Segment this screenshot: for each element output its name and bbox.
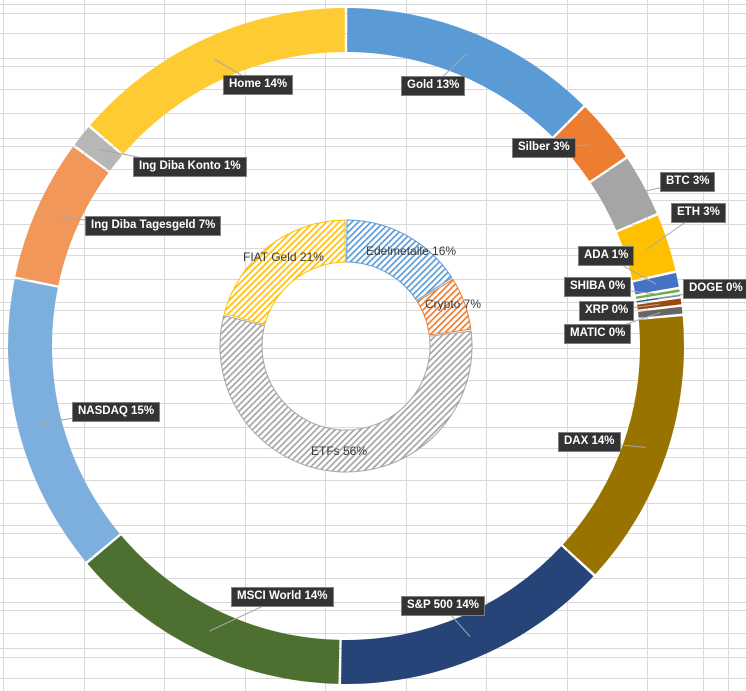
data-label-nasdaq[interactable]: NASDAQ 15% [72,402,161,422]
data-label-ada[interactable]: ADA 1% [578,246,635,266]
data-label-ing-diba-tagesgeld[interactable]: Ing Diba Tagesgeld 7% [85,216,222,236]
data-label-shiba[interactable]: SHIBA 0% [564,277,632,297]
slice-shiba[interactable] [635,289,680,299]
slice-ing-diba-tagesgeld[interactable] [15,146,109,286]
data-label-s-p-500[interactable]: S&P 500 14% [401,596,486,616]
data-label-fiat-geld[interactable]: FIAT Geld 21% [243,250,324,264]
data-label-gold[interactable]: Gold 13% [401,76,466,96]
slice-fiat-geld[interactable] [223,219,346,326]
slice-etfs[interactable] [219,315,473,473]
data-label-crypto[interactable]: Crypto 7% [425,297,482,311]
outer-ring [7,8,684,684]
slice-btc[interactable] [590,158,657,231]
data-label-ing-diba-konto[interactable]: Ing Diba Konto 1% [133,157,247,177]
slice-crypto[interactable] [416,278,472,336]
slice-ing-diba-konto[interactable] [74,127,123,171]
data-label-doge[interactable]: DOGE 0% [683,279,746,299]
slice-silber[interactable] [554,107,626,182]
slice-gold[interactable] [347,8,584,137]
data-label-silber[interactable]: Silber 3% [512,138,576,158]
slice-nasdaq[interactable] [7,279,120,562]
data-label-home[interactable]: Home 14% [223,75,294,95]
data-label-xrp[interactable]: XRP 0% [579,301,635,321]
data-label-msci-world[interactable]: MSCI World 14% [231,587,334,607]
slice-xrp[interactable] [637,298,682,310]
data-label-edelmetalle[interactable]: Edelmetalle 16% [366,244,457,258]
data-label-dax[interactable]: DAX 14% [558,432,621,452]
data-label-etfs[interactable]: ETFs 56% [311,444,368,458]
slice-edelmetalle[interactable] [346,219,453,302]
slice-msci-world[interactable] [87,535,340,684]
data-label-matic[interactable]: MATIC 0% [564,324,632,344]
inner-ring [219,219,473,473]
slice-matic[interactable] [638,306,683,318]
data-label-btc[interactable]: BTC 3% [660,172,716,192]
slice-home[interactable] [90,8,345,154]
data-label-eth[interactable]: ETH 3% [671,203,726,223]
